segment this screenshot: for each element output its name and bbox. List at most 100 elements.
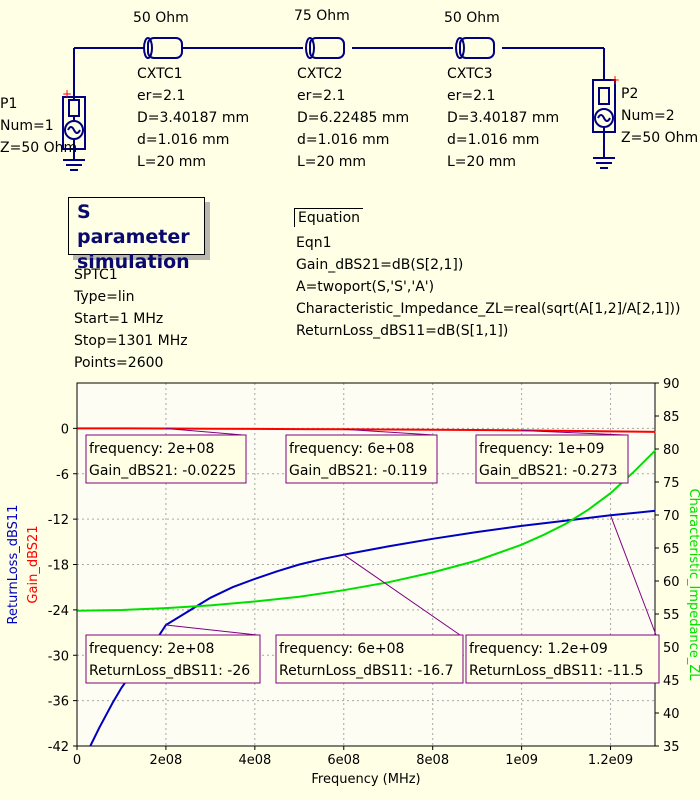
x-tick-label: 6e08 [327,753,360,768]
cxtc2-name: CXTC2 [297,66,343,82]
y-right-tick-label: 70 [663,509,680,524]
cxtc1-outer-diameter: D=3.40187 mm [137,110,250,126]
series-line-Characteristic_Impedance_ZL [77,449,657,612]
sim-start: Start=1 MHz [74,311,164,327]
cxtc1-length: L=20 mm [137,154,207,170]
equation-line: Characteristic_Impedance_ZL=real(sqrt(A[… [296,301,681,317]
marker-ReturnLoss_dBS11: frequency: 6e+08 ReturnLoss_dBS11: -16.7 [275,554,464,684]
sim-name: SPTC1 [74,267,118,283]
coax-cxtc2-icon [305,37,345,59]
sim-type: Type=lin [74,289,135,305]
y-right-tick-label: 60 [663,575,680,590]
y-right-tick-label: 35 [663,740,680,755]
port1-name: P1 [0,96,18,112]
port-p2-icon [592,79,616,169]
equation-line: ReturnLoss_dBS11=dB(S[1,1]) [296,323,509,339]
x-axis-title: Frequency (MHz) [311,772,420,787]
marker-leader-line [521,429,626,436]
y-left-tick-label: -12 [48,513,69,528]
y-right-tick-label: 65 [663,542,680,557]
marker-box [85,634,261,684]
marker-ReturnLoss_dBS11: frequency: 2e+08 ReturnLoss_dBS11: -26 [85,624,261,684]
y-right-axis-title: Characteristic_Impedance_ZL [686,489,700,682]
marker-frequency-label: frequency: 6e+08 [289,441,414,457]
port-p1-icon [62,90,86,171]
port2-impedance: Z=50 Ohm [621,130,699,146]
marker-box [285,434,438,484]
coax-cxtc1-icon [138,37,190,59]
y-right-tick-label: 45 [663,674,680,689]
y-left-tick-label: 0 [61,422,69,437]
cxtc3-inner-diameter: d=1.016 mm [447,132,540,148]
marker-leader-line [165,624,258,636]
marker-value-label: ReturnLoss_dBS11: -11.5 [469,663,644,679]
port2-properties[interactable]: P2 Num=2 Z=50 Ohm [621,83,698,149]
y-left-axis-title: Gain_dBS21 [26,525,41,603]
p1-plus-sign: + [62,87,72,101]
y-right-tick-label: 50 [663,641,680,656]
sim-stop: Stop=1301 MHz [74,333,188,349]
port2-name: P2 [621,86,639,102]
marker-value-label: ReturnLoss_dBS11: -16.7 [279,663,454,679]
marker-box [275,634,464,684]
port2-num: Num=2 [621,108,675,124]
x-tick-label: 4e08 [238,753,271,768]
cxtc1-inner-diameter: d=1.016 mm [137,132,230,148]
cxtc1-properties[interactable]: CXTC1 er=2.1 D=3.40187 mm d=1.016 mm L=2… [137,63,249,173]
cxtc2-length: L=20 mm [297,154,367,170]
coax2-impedance-label: 75 Ohm [294,8,350,24]
cxtc1-er: er=2.1 [137,88,186,104]
coax3-impedance-label: 50 Ohm [444,10,500,26]
marker-value-label: Gain_dBS21: -0.273 [479,463,617,479]
marker-value-label: ReturnLoss_dBS11: -26 [89,663,250,679]
marker-Gain_dBS21: frequency: 2e+08 Gain_dBS21: -0.0225 [85,428,247,484]
y-left-tick-label: -24 [48,604,69,619]
equation-line: Gain_dBS21=dB(S[2,1]) [296,257,464,273]
p2-plus-sign: + [610,73,620,87]
x-tick-label: 0 [73,753,81,768]
x-tick-label: 1.2e09 [588,753,633,768]
marker-leader-line [343,428,435,436]
marker-ReturnLoss_dBS11: frequency: 1.2e+09 ReturnLoss_dBS11: -11.… [465,515,660,684]
cxtc2-properties[interactable]: CXTC2 er=2.1 D=6.22485 mm d=1.016 mm L=2… [297,63,409,173]
y-right-tick-label: 40 [663,707,680,722]
marker-leader-line [165,428,244,436]
sim-points: Points=2600 [74,355,164,371]
cxtc3-length: L=20 mm [447,154,517,170]
sim-box-line1: S parameter [77,201,190,248]
simulation-properties[interactable]: SPTC1 Type=lin Start=1 MHz Stop=1301 MHz… [74,264,188,374]
equation-properties[interactable]: Eqn1 Gain_dBS21=dB(S[2,1]) A=twoport(S,'… [296,232,680,342]
cxtc2-inner-diameter: d=1.016 mm [297,132,390,148]
marker-box [85,434,247,484]
marker-frequency-label: frequency: 1e+09 [479,441,604,457]
equation-name: Eqn1 [296,235,332,251]
marker-leader-line [343,554,461,636]
y-left-tick-label: -42 [48,740,69,755]
cxtc2-er: er=2.1 [297,88,346,104]
port1-impedance: Z=50 Ohm [0,140,78,156]
cxtc1-name: CXTC1 [137,66,183,82]
cxtc3-outer-diameter: D=3.40187 mm [447,110,560,126]
y-left-tick-label: -6 [56,468,69,483]
cxtc2-outer-diameter: D=6.22485 mm [297,110,410,126]
x-tick-label: 8e08 [416,753,449,768]
y-left-tick-label: -36 [48,695,69,710]
schematic-diagram: + + [62,37,620,171]
port1-properties[interactable]: P1 Num=1 Z=50 Ohm [0,93,77,159]
y-right-tick-label: 85 [663,410,680,425]
marker-frequency-label: frequency: 2e+08 [89,441,214,457]
cxtc3-properties[interactable]: CXTC3 er=2.1 D=3.40187 mm d=1.016 mm L=2… [447,63,559,173]
s-parameter-simulation-box[interactable]: S parameter simulation [68,197,205,273]
marker-box [475,434,629,484]
coax1-impedance-label: 50 Ohm [133,10,189,26]
y-right-tick-label: 75 [663,476,680,491]
y-left-axis-title: ReturnLoss_dBS11 [6,505,21,625]
coax-cxtc3-icon [455,37,495,59]
marker-box [465,634,660,684]
x-tick-label: 2e08 [150,753,183,768]
y-right-tick-label: 80 [663,443,680,458]
equation-header[interactable]: Equation [294,208,364,227]
y-right-tick-label: 55 [663,608,680,623]
marker-frequency-label: frequency: 6e+08 [279,641,404,657]
